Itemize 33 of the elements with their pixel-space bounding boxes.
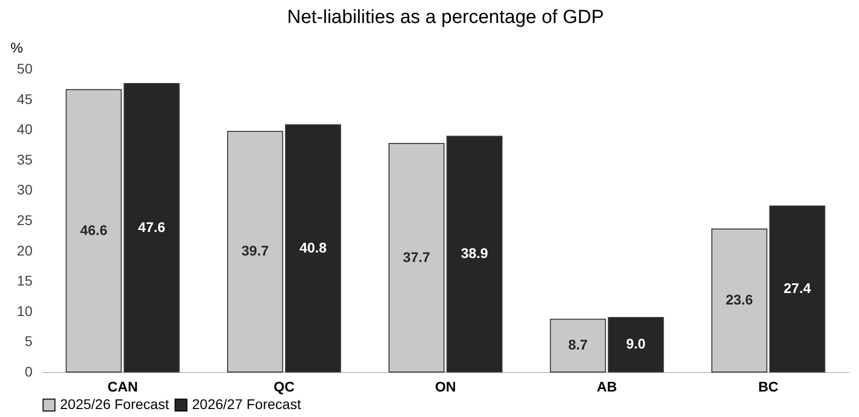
x-tick-label: ON [435,378,456,394]
data-label: 39.7 [242,242,269,259]
bar [285,124,342,372]
y-tick-label: 30 [16,182,33,198]
chart-title: Net-liabilities as a percentage of GDP [287,7,604,28]
y-tick-label: 5 [24,333,33,350]
data-label: 40.8 [299,239,327,256]
bar [608,316,664,372]
data-label: 9.0 [626,336,646,352]
y-tick-label: 20 [16,242,33,258]
legend-label: 2025/26 Forecast [60,396,170,412]
legend-label: 2026/27 Forecast [192,396,302,412]
data-label: 27.4 [784,280,812,296]
y-tick-label: 25 [16,212,33,228]
x-tick-label: BC [758,378,778,394]
y-tick-label: 35 [16,151,33,168]
data-label: 38.9 [460,245,488,262]
y-tick-label: 45 [16,90,33,107]
x-tick-label: QC [274,378,295,394]
data-label: 46.6 [80,222,108,238]
y-axis-title: % [10,40,23,56]
data-label: 37.7 [402,248,430,265]
y-tick-label: 40 [16,121,33,138]
data-label: 47.6 [138,218,166,235]
y-tick-label: 50 [16,60,33,76]
bar [446,136,502,372]
y-tick-label: 10 [16,302,33,319]
data-label: 23.6 [726,291,754,308]
data-label: 8.7 [568,336,588,353]
y-tick-label: 0 [24,364,33,380]
y-tick-label: 15 [16,272,33,289]
x-tick-label: CAN [108,378,138,394]
x-tick-label: AB [596,378,618,394]
